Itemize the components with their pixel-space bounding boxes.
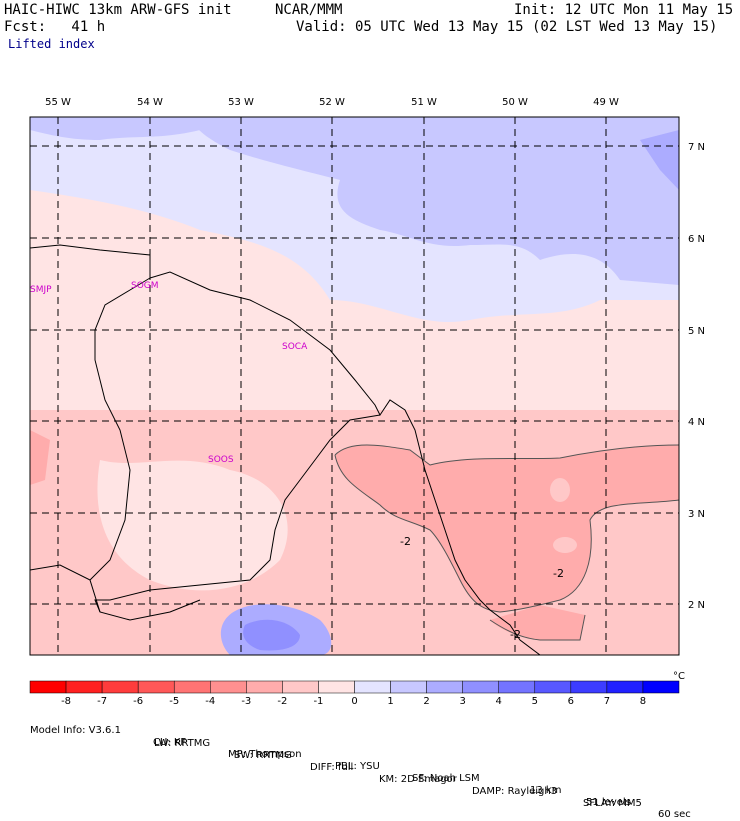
lon-label: 53 W [228, 97, 254, 108]
colorbar-tick-label: 8 [640, 696, 646, 707]
colorbar-swatch [29, 680, 67, 694]
init-time: Init: 12 UTC Mon 11 May 15 [514, 2, 734, 18]
footer-line-2: LW: RRTMG SW: RRTMG DIFF: full KM: 2D Sm… [30, 726, 642, 810]
station-label: SOCA [282, 342, 308, 352]
lon-label: 54 W [137, 97, 163, 108]
colorbar-tick-label: -8 [61, 696, 71, 707]
lat-label: 3 N [688, 509, 705, 520]
colorbar-tick-label: -7 [97, 696, 107, 707]
colorbar-tick-label: 7 [604, 696, 610, 707]
lifted-index-field [30, 117, 679, 655]
colorbar-swatch [246, 680, 283, 694]
colorbar-swatch [570, 680, 608, 694]
colorbar-tick-label: -2 [277, 696, 287, 707]
org-label: NCAR/MMM [275, 2, 343, 18]
colorbar-swatch [65, 680, 103, 694]
colorbar-swatch [101, 680, 139, 694]
lat-label: 7 N [688, 142, 705, 153]
damp-scheme: DAMP: Rayleigh3 [472, 786, 558, 797]
field-name: Lifted index [8, 37, 95, 51]
colorbar-tick-label: 1 [387, 696, 393, 707]
station-label: SOOS [208, 455, 234, 465]
timestep: 60 sec [658, 809, 691, 820]
colorbar-swatch [642, 680, 680, 694]
colorbar-tick-label: -1 [313, 696, 323, 707]
colorbar-swatch [390, 680, 427, 694]
colorbar-tick-label: 0 [351, 696, 357, 707]
colorbar-swatch [534, 680, 572, 694]
lat-label: 4 N [688, 417, 705, 428]
colorbar-tick-label: -3 [241, 696, 251, 707]
colorbar-swatch [210, 680, 247, 694]
colorbar-swatch [498, 680, 536, 694]
model-info: Model Info: V3.6.1 [30, 725, 121, 736]
colorbar-tick-label: 4 [496, 696, 502, 707]
colorbar-swatch [282, 680, 319, 694]
colorbar-tick-label: 3 [459, 696, 465, 707]
lat-label: 6 N [688, 234, 705, 245]
lon-label: 49 W [593, 97, 619, 108]
colorbar-tick-label: 2 [423, 696, 429, 707]
colorbar-swatch [606, 680, 644, 694]
colorbar-tick-label: -5 [169, 696, 179, 707]
colorbar-tick-label: -6 [133, 696, 143, 707]
lon-label: 50 W [502, 97, 528, 108]
valid-time: Valid: 05 UTC Wed 13 May 15 (02 LST Wed … [296, 19, 718, 35]
colorbar-tick-label: -4 [205, 696, 215, 707]
station-label: SOGM [131, 281, 159, 291]
colorbar-swatch [426, 680, 463, 694]
colorbar-swatch [318, 680, 355, 694]
colorbar-tick-label: 5 [532, 696, 538, 707]
lat-label: 5 N [688, 326, 705, 337]
model-title: HAIC-HIWC 13km ARW-GFS init [4, 2, 232, 18]
sw-scheme: SW: RRTMG [234, 750, 292, 761]
lat-label: 2 N [688, 600, 705, 611]
lon-label: 55 W [45, 97, 71, 108]
km-scheme: KM: 2D Smagor [379, 774, 457, 785]
sflay-scheme: SFLAY: MM5 [583, 798, 642, 809]
colorbar-unit: °C [673, 671, 685, 682]
map-frame [29, 116, 680, 656]
forecast-hour: Fcst: 41 h [4, 19, 106, 35]
colorbar-tick-label: 6 [568, 696, 574, 707]
diff-scheme: DIFF: full [310, 762, 354, 773]
colorbar: -8 -7 -6 -5 -4 -3 -2 -1 0 1 2 3 4 5 6 7 8 °C [29, 671, 685, 707]
contour-label: -2 [510, 628, 521, 641]
contour-label: -2 [553, 567, 564, 580]
colorbar-swatch [137, 680, 175, 694]
colorbar-swatch [354, 680, 391, 694]
colorbar-swatch [462, 680, 499, 694]
map-panel: -2 -2 -2 SMJP SOGM SOCA SOOS 55 W 54 W 5… [29, 97, 705, 707]
lon-label: 52 W [319, 97, 345, 108]
station-label: SMJP [30, 285, 52, 295]
colorbar-swatch [173, 680, 211, 694]
lon-label: 51 W [411, 97, 437, 108]
contour-label: -2 [400, 535, 411, 548]
